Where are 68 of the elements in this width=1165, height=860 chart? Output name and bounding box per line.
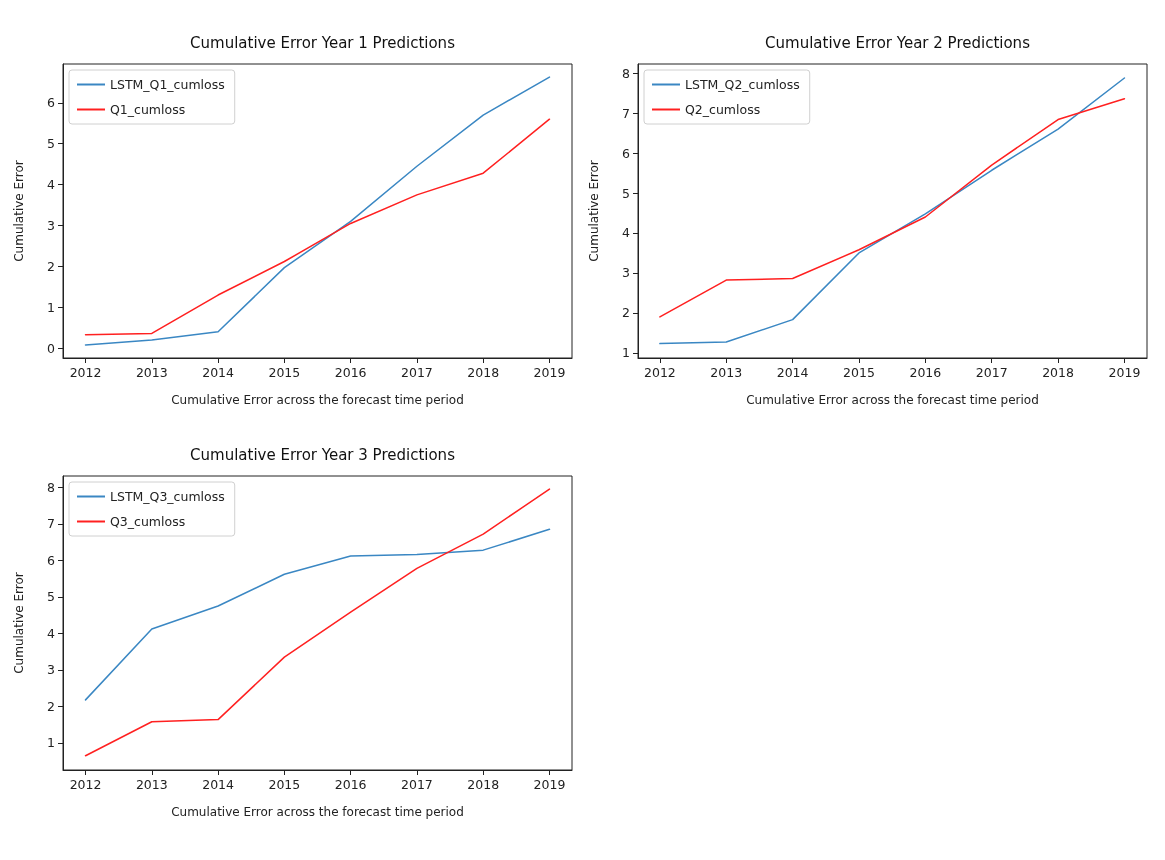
legend-label: Q2_cumloss: [685, 102, 761, 117]
y-tick-label: 6: [622, 145, 631, 161]
y-tick-label: 1: [47, 299, 55, 315]
line-series: [659, 77, 1126, 345]
y-tick-label: 3: [622, 265, 630, 281]
y-tick-label: 6: [47, 552, 56, 568]
x-tick-label: 2019: [533, 777, 566, 792]
x-tick-label: 2016: [334, 365, 367, 380]
y-tick-label: 5: [622, 185, 630, 201]
y-tick-label: 6: [47, 95, 56, 111]
x-tick-label: 2013: [135, 365, 168, 380]
y-tick-label: 7: [47, 516, 55, 532]
x-tick-label: 2018: [467, 365, 500, 380]
x-tick-label: 2015: [268, 365, 301, 380]
x-tick-label: 2018: [467, 777, 500, 792]
x-tick-label: 2014: [776, 365, 809, 380]
line-series: [84, 488, 551, 757]
x-tick-label: 2014: [202, 365, 235, 380]
x-tick-label: 2017: [401, 365, 433, 380]
x-tick-label: 2018: [1042, 365, 1075, 380]
y-tick-label: 3: [47, 662, 55, 678]
legend-label: LSTM_Q1_cumloss: [110, 77, 225, 92]
y-tick-label: 5: [47, 589, 55, 605]
y-tick-label: 8: [47, 479, 56, 495]
y-tick-label: 4: [47, 625, 56, 641]
line-series: [659, 98, 1126, 318]
line-series: [84, 76, 551, 346]
y-axis-title: Cumulative Error: [12, 160, 26, 262]
x-axis-title: Cumulative Error across the forecast time period: [171, 805, 464, 819]
y-tick-label: 4: [47, 177, 56, 193]
chart-title: Cumulative Error Year 3 Predictions: [190, 445, 456, 464]
y-axis-title: Cumulative Error: [587, 160, 601, 262]
x-tick-label: 2019: [1108, 365, 1141, 380]
x-tick-label: 2013: [710, 365, 743, 380]
x-tick-label: 2014: [202, 777, 235, 792]
x-tick-label: 2015: [843, 365, 875, 380]
x-tick-label: 2017: [975, 365, 1008, 380]
x-tick-label: 2012: [69, 777, 102, 792]
y-tick-label: 7: [622, 105, 630, 121]
legend-label: Q3_cumloss: [110, 514, 186, 529]
y-tick-label: 1: [622, 345, 630, 361]
y-tick-label: 2: [47, 698, 55, 714]
legend-label: LSTM_Q2_cumloss: [685, 77, 800, 92]
x-tick-label: 2016: [334, 777, 367, 792]
x-tick-label: 2013: [135, 777, 168, 792]
x-tick-label: 2016: [909, 365, 942, 380]
legend-label: LSTM_Q3_cumloss: [110, 489, 225, 504]
y-tick-label: 1: [47, 735, 55, 751]
x-tick-label: 2017: [401, 777, 433, 792]
x-axis-title: Cumulative Error across the forecast time period: [746, 393, 1039, 407]
y-tick-label: 2: [47, 258, 55, 274]
chart-title: Cumulative Error Year 1 Predictions: [190, 33, 456, 52]
y-tick-label: 5: [47, 136, 55, 152]
y-tick-label: 2: [622, 305, 630, 321]
x-tick-label: 2012: [69, 365, 102, 380]
y-tick-label: 8: [622, 65, 631, 81]
line-series: [84, 118, 551, 336]
y-axis-title: Cumulative Error: [12, 572, 26, 674]
x-tick-label: 2012: [643, 365, 676, 380]
y-tick-label: 4: [622, 225, 631, 241]
x-axis-title: Cumulative Error across the forecast time period: [171, 393, 464, 407]
line-series: [84, 528, 551, 701]
legend-label: Q1_cumloss: [110, 102, 186, 117]
x-tick-label: 2019: [533, 365, 566, 380]
chart-title: Cumulative Error Year 2 Predictions: [765, 33, 1031, 52]
y-tick-label: 3: [47, 218, 55, 234]
y-tick-label: 0: [47, 340, 56, 356]
x-tick-label: 2015: [268, 777, 301, 792]
